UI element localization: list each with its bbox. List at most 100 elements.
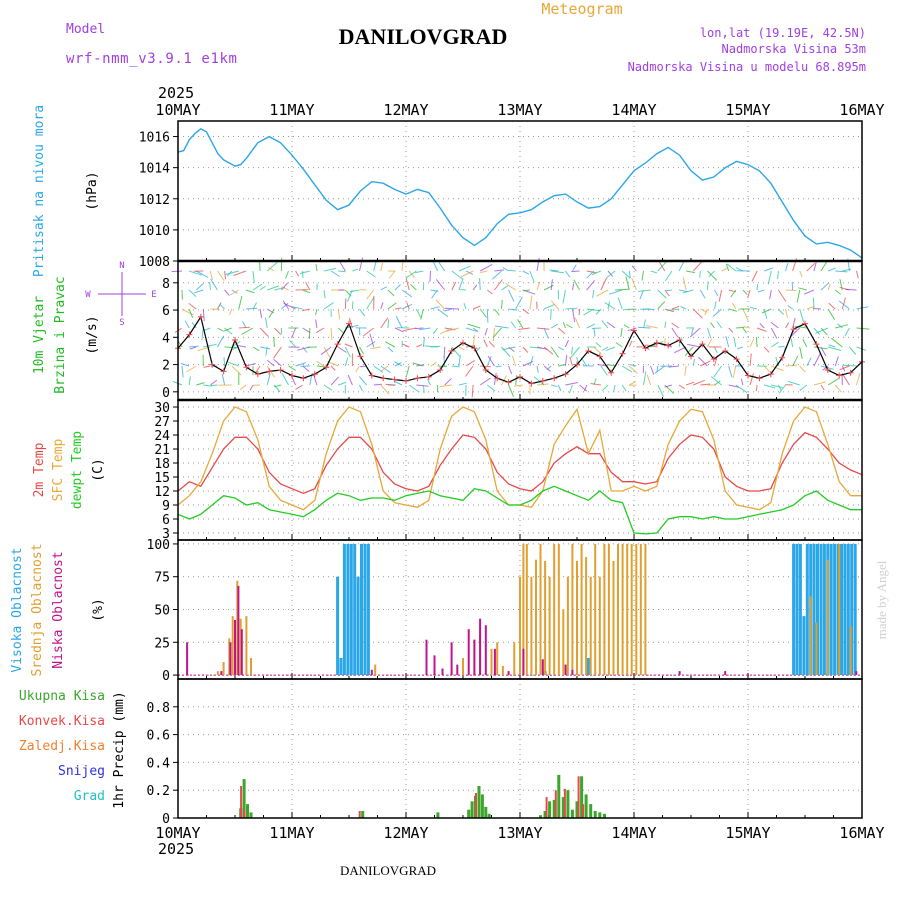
mid-cloud-bar	[374, 664, 377, 676]
precip-legend-conv: Konvek.Kisa	[19, 714, 105, 729]
wind-arrow	[493, 372, 497, 386]
cloud-label-3: Niska Oblacnost	[51, 551, 66, 668]
wind-arrow	[387, 302, 397, 310]
wind-speed-mark	[391, 376, 398, 383]
wind-arrow	[238, 326, 250, 329]
mid-cloud-bar	[544, 561, 547, 676]
wind-arrow	[828, 344, 836, 348]
y-tick-label: 1016	[139, 131, 170, 146]
wind-arrow	[844, 327, 850, 337]
wind-arrow	[369, 333, 375, 348]
wind-speed-mark	[767, 371, 774, 378]
y-tick-label: 1014	[139, 162, 170, 177]
x-tick-label-top: 15MAY	[725, 101, 770, 119]
wind-arrow	[381, 365, 389, 372]
mid-cloud-bar	[250, 658, 252, 675]
wind-arrow	[438, 262, 446, 272]
wind-arrow	[565, 382, 579, 386]
low-cloud-bar	[234, 620, 236, 676]
wind-arrow	[742, 308, 749, 321]
low-cloud-bar	[473, 639, 476, 676]
wind-arrow	[684, 346, 694, 357]
wind-arrow	[706, 327, 712, 339]
wind-arrow	[785, 289, 797, 291]
wind-arrow	[359, 308, 366, 317]
rain-bar	[580, 776, 584, 818]
mid-cloud-bar	[809, 596, 812, 676]
mid-cloud-bar	[236, 580, 239, 676]
wind-arrow	[464, 365, 474, 377]
rain-bar	[598, 812, 602, 818]
wind-arrow	[767, 270, 772, 285]
wind-arrow	[444, 307, 459, 310]
wind-arrow	[643, 319, 646, 329]
rain-bar	[593, 811, 597, 818]
wind-arrow	[510, 321, 517, 329]
wind-arrow	[323, 302, 334, 310]
wind-arrow	[714, 301, 717, 310]
wind-arrow	[273, 346, 282, 359]
wind-arrow	[645, 325, 658, 329]
wind-arrow	[613, 384, 616, 393]
wind-arrow	[785, 308, 788, 318]
wind-arrow	[778, 308, 784, 315]
wind-arrow	[323, 346, 331, 359]
wind-arrow	[283, 302, 296, 310]
high-cloud-bar	[833, 543, 837, 675]
y-tick-label: 100	[147, 538, 170, 553]
wind-arrow	[841, 373, 850, 386]
wind-arrow	[380, 262, 384, 272]
mid-cloud-bar	[222, 662, 225, 676]
wind-arrow	[583, 384, 588, 392]
wind-speed-mark	[688, 353, 694, 360]
conv-rain-bar	[563, 788, 566, 818]
pressure-unit: (hPa)	[85, 171, 100, 210]
wind-arrow	[188, 308, 194, 318]
mid-cloud-bar	[245, 616, 248, 676]
wind-speed-mark	[562, 371, 569, 378]
mid-cloud-bar	[589, 576, 592, 675]
wind-speed-mark	[482, 367, 489, 374]
x-tick-label-bottom: 13MAY	[497, 824, 542, 842]
wind-arrow	[508, 308, 518, 311]
wind-arrow	[806, 262, 816, 272]
x-tick-label-bottom: 16MAY	[839, 824, 884, 842]
wind-arrow	[678, 337, 682, 348]
wind-arrow	[458, 354, 461, 367]
wind-speed-mark	[243, 364, 250, 371]
wind-speed-mark	[619, 350, 626, 357]
wind-arrow	[484, 327, 488, 336]
wind-arrow	[429, 270, 431, 282]
wind-arrow	[629, 364, 637, 367]
wind-arrow	[710, 376, 722, 386]
wind-arrow	[593, 346, 602, 354]
high-cloud-bar	[792, 543, 796, 675]
wind-arrow	[437, 308, 449, 318]
mid-cloud-bar	[594, 543, 597, 675]
wind-arrow	[562, 289, 566, 304]
wind-arrow	[415, 270, 424, 274]
wind-arrow	[416, 343, 423, 348]
mid-cloud-bar	[576, 561, 578, 676]
high-cloud-bar	[812, 543, 816, 675]
wind-arrow	[358, 376, 367, 386]
wind-arrow	[480, 365, 491, 368]
wind-arrow	[827, 308, 836, 320]
wind-speed-mark	[528, 380, 535, 387]
wind-arrow	[586, 270, 597, 274]
high-cloud-bar	[366, 543, 370, 675]
low-cloud-bar	[855, 671, 858, 675]
wind-arrow	[351, 301, 354, 310]
wind-arrow	[415, 327, 424, 330]
wind-arrow	[629, 384, 637, 386]
wind-arrow	[764, 267, 773, 272]
wind-arrow	[699, 289, 706, 299]
wind-arrow	[439, 384, 452, 388]
wind-arrow	[725, 335, 730, 348]
wind-arrow	[761, 308, 772, 314]
mid-cloud-bar	[535, 559, 537, 676]
high-cloud-bar	[363, 543, 367, 675]
precip-legend-rain: Ukupna Kisa	[19, 689, 105, 704]
wind-arrow	[799, 346, 803, 360]
wind-arrow	[305, 281, 311, 291]
